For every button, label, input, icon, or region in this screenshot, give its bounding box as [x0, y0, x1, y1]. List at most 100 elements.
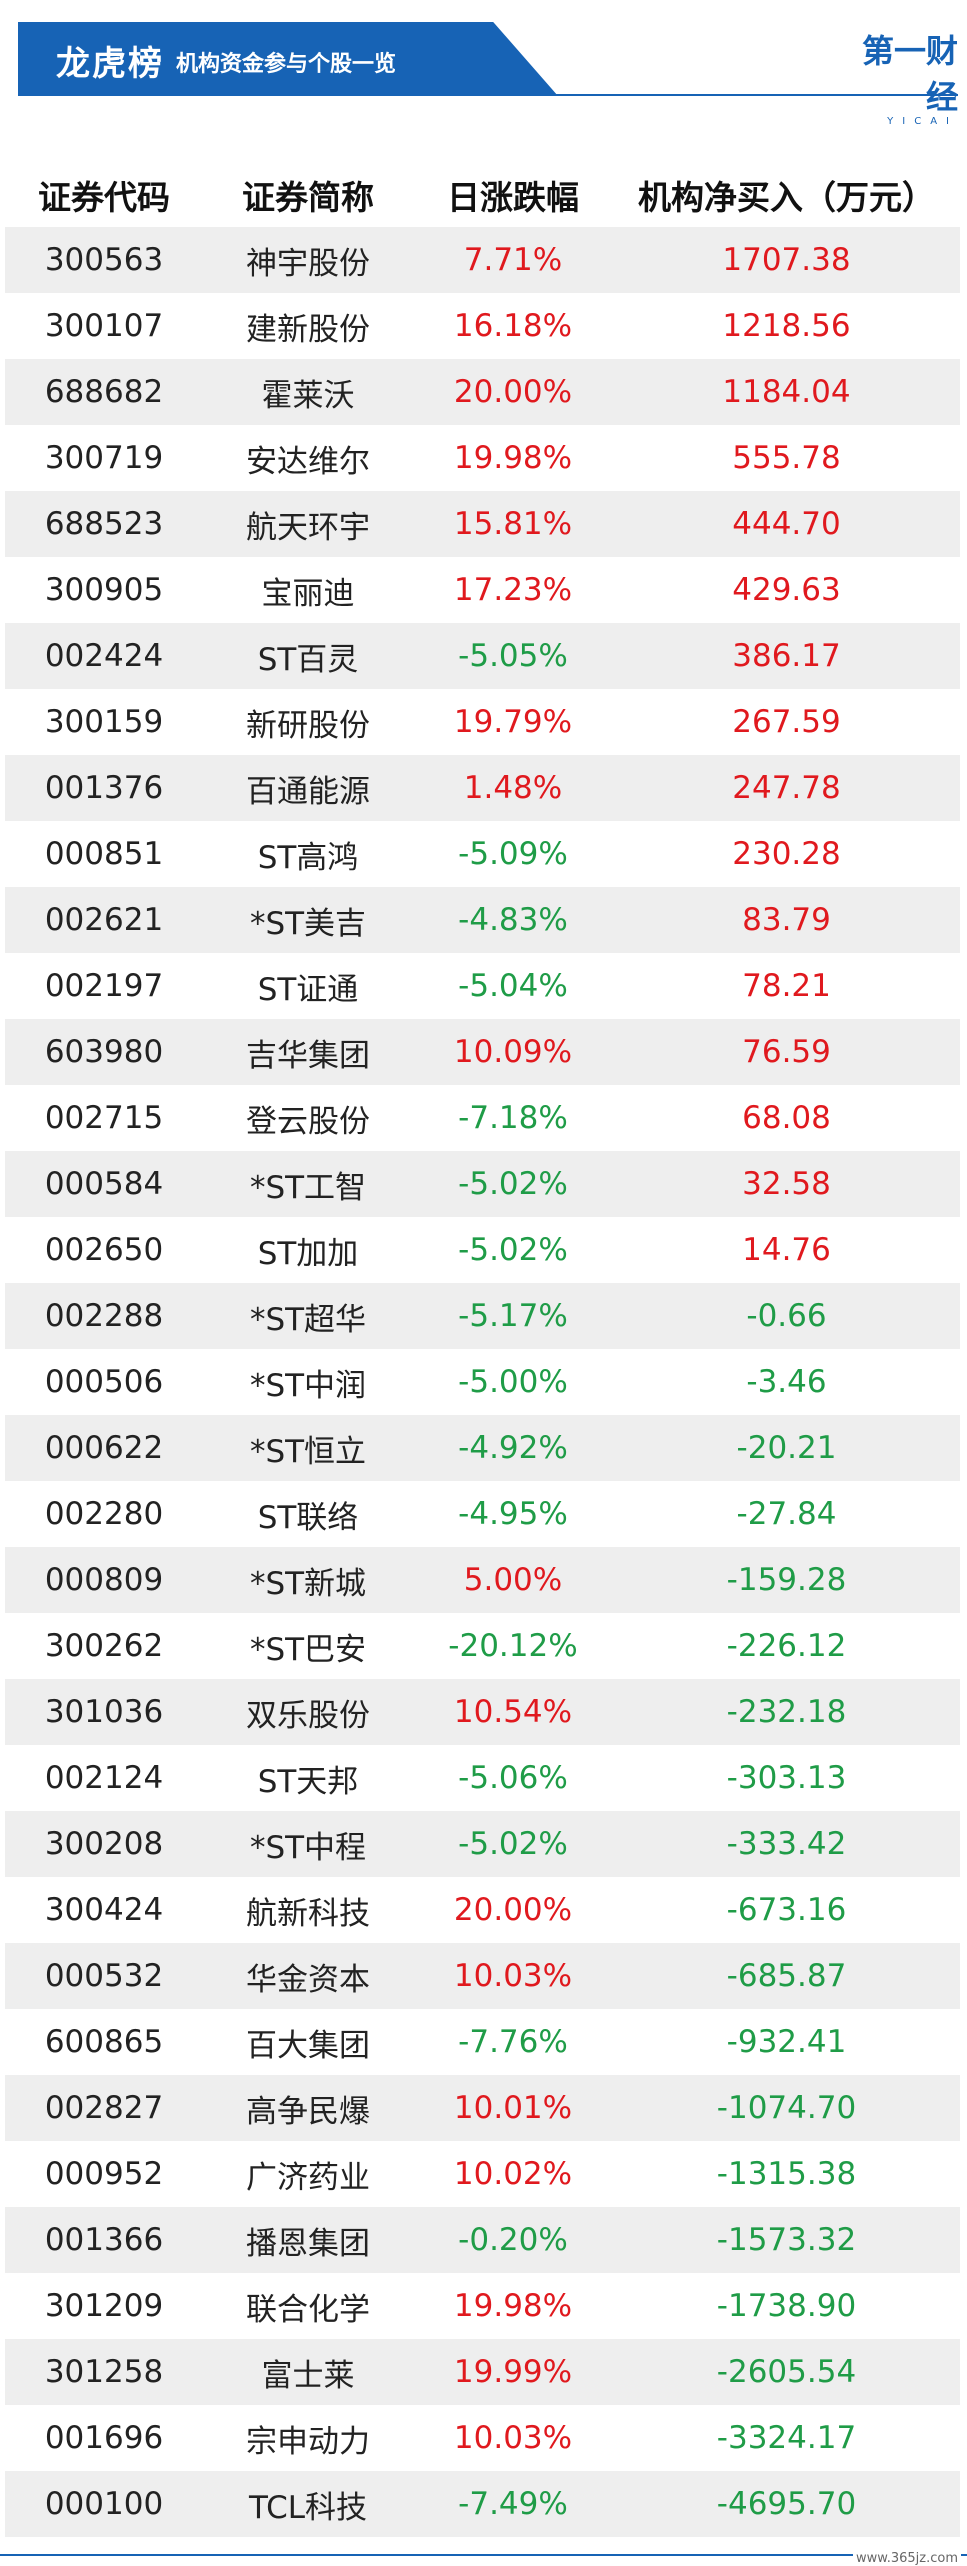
cell-name: 百通能源: [246, 773, 370, 810]
cell-change: -4.95%: [458, 1496, 568, 1532]
cell-name: ST百灵: [257, 641, 359, 678]
cell-code: 001366: [44, 2222, 164, 2258]
cell-change: -5.05%: [458, 638, 568, 674]
cell-name: *ST美吉: [249, 905, 367, 942]
cell-net-buy: 1707.38: [722, 242, 851, 278]
cell-net-buy: -2605.54: [716, 2354, 857, 2390]
cell-name: *ST中润: [249, 1367, 367, 1404]
header-name: 证券简称: [242, 178, 374, 217]
cell-net-buy: -20.21: [736, 1430, 837, 1466]
cell-net-buy: -333.42: [726, 1826, 847, 1862]
table-row: 002280 ST联络 -4.95% -27.84: [5, 1481, 960, 1547]
cell-name: *ST巴安: [249, 1631, 367, 1668]
cell-name: 航新科技: [246, 1895, 370, 1932]
cell-change: -4.83%: [458, 902, 568, 938]
cell-change: -5.17%: [458, 1298, 568, 1334]
cell-code: 300208: [44, 1826, 164, 1862]
cell-net-buy: 267.59: [732, 704, 841, 740]
header-change: 日涨跌幅: [447, 178, 579, 217]
table-row: 001696 宗申动力 10.03% -3324.17: [5, 2405, 960, 2471]
cell-change: -5.00%: [458, 1364, 568, 1400]
cell-name: 安达维尔: [246, 443, 370, 480]
cell-code: 000622: [44, 1430, 164, 1466]
cell-change: -7.18%: [458, 1100, 568, 1136]
table-row: 000532 华金资本 10.03% -685.87: [5, 1943, 960, 2009]
cell-net-buy: -1573.32: [716, 2222, 857, 2258]
table-row: 300159 新研股份 19.79% 267.59: [5, 689, 960, 755]
table-row: 000851 ST高鸿 -5.09% 230.28: [5, 821, 960, 887]
cell-change: 10.02%: [453, 2156, 573, 2192]
cell-code: 000851: [44, 836, 164, 872]
cell-name: ST加加: [257, 1235, 359, 1272]
cell-name: *ST工智: [249, 1169, 367, 1206]
cell-change: -5.02%: [458, 1166, 568, 1202]
cell-code: 001696: [44, 2420, 164, 2456]
table-row: 300424 航新科技 20.00% -673.16: [5, 1877, 960, 1943]
table-row: 603980 吉华集团 10.09% 76.59: [5, 1019, 960, 1085]
table-row: 002124 ST天邦 -5.06% -303.13: [5, 1745, 960, 1811]
cell-code: 000584: [44, 1166, 164, 1202]
cell-code: 300159: [44, 704, 164, 740]
table-row: 000506 *ST中润 -5.00% -3.46: [5, 1349, 960, 1415]
table-row: 000809 *ST新城 5.00% -159.28: [5, 1547, 960, 1613]
cell-net-buy: 76.59: [742, 1034, 831, 1070]
cell-net-buy: -1074.70: [716, 2090, 857, 2126]
cell-name: 霍莱沃: [261, 377, 355, 414]
table-row: 301209 联合化学 19.98% -1738.90: [5, 2273, 960, 2339]
cell-change: -7.76%: [458, 2024, 568, 2060]
cell-net-buy: 83.79: [742, 902, 831, 938]
cell-code: 300262: [44, 1628, 164, 1664]
cell-change: 19.98%: [453, 440, 573, 476]
cell-code: 300719: [44, 440, 164, 476]
cell-name: 航天环宇: [246, 509, 370, 546]
cell-net-buy: -159.28: [726, 1562, 847, 1598]
cell-change: -7.49%: [458, 2486, 568, 2522]
cell-net-buy: -932.41: [726, 2024, 847, 2060]
header-banner: 龙虎榜 机构资金参与个股一览 第一财经 YICAI: [18, 22, 958, 127]
cell-name: 高争民爆: [246, 2093, 370, 2130]
cell-code: 002715: [44, 1100, 164, 1136]
cell-change: 1.48%: [463, 770, 563, 806]
cell-code: 000100: [44, 2486, 164, 2522]
cell-name: 联合化学: [246, 2291, 370, 2328]
cell-net-buy: -685.87: [726, 1958, 847, 1994]
table-row: 600865 百大集团 -7.76% -932.41: [5, 2009, 960, 2075]
cell-name: 双乐股份: [246, 1697, 370, 1734]
cell-change: 19.79%: [453, 704, 573, 740]
cell-code: 002124: [44, 1760, 164, 1796]
cell-code: 688682: [44, 374, 164, 410]
cell-net-buy: 1184.04: [722, 374, 851, 410]
cell-change: 7.71%: [463, 242, 563, 278]
cell-name: *ST恒立: [249, 1433, 367, 1470]
table-row: 300719 安达维尔 19.98% 555.78: [5, 425, 960, 491]
cell-change: 15.81%: [453, 506, 573, 542]
cell-net-buy: 78.21: [742, 968, 831, 1004]
table-row: 300262 *ST巴安 -20.12% -226.12: [5, 1613, 960, 1679]
cell-code: 000506: [44, 1364, 164, 1400]
cell-change: 19.98%: [453, 2288, 573, 2324]
cell-net-buy: 429.63: [732, 572, 841, 608]
cell-code: 300563: [44, 242, 164, 278]
cell-name: 吉华集团: [246, 1037, 370, 1074]
cell-net-buy: 14.76: [742, 1232, 831, 1268]
cell-name: 宗申动力: [246, 2423, 370, 2460]
cell-code: 002827: [44, 2090, 164, 2126]
logo-subtext: YICAI: [887, 116, 958, 127]
table-row: 002827 高争民爆 10.01% -1074.70: [5, 2075, 960, 2141]
cell-code: 301036: [44, 1694, 164, 1730]
table-row: 000622 *ST恒立 -4.92% -20.21: [5, 1415, 960, 1481]
table-row: 002621 *ST美吉 -4.83% 83.79: [5, 887, 960, 953]
cell-code: 600865: [44, 2024, 164, 2060]
cell-name: 新研股份: [246, 707, 370, 744]
cell-code: 301258: [44, 2354, 164, 2390]
cell-change: 5.00%: [463, 1562, 563, 1598]
table-row: 301036 双乐股份 10.54% -232.18: [5, 1679, 960, 1745]
cell-change: 10.01%: [453, 2090, 573, 2126]
cell-code: 002424: [44, 638, 164, 674]
cell-change: 10.09%: [453, 1034, 573, 1070]
cell-change: -4.92%: [458, 1430, 568, 1466]
cell-net-buy: 1218.56: [722, 308, 851, 344]
cell-net-buy: -3.46: [746, 1364, 827, 1400]
cell-code: 002197: [44, 968, 164, 1004]
cell-change: 10.54%: [453, 1694, 573, 1730]
